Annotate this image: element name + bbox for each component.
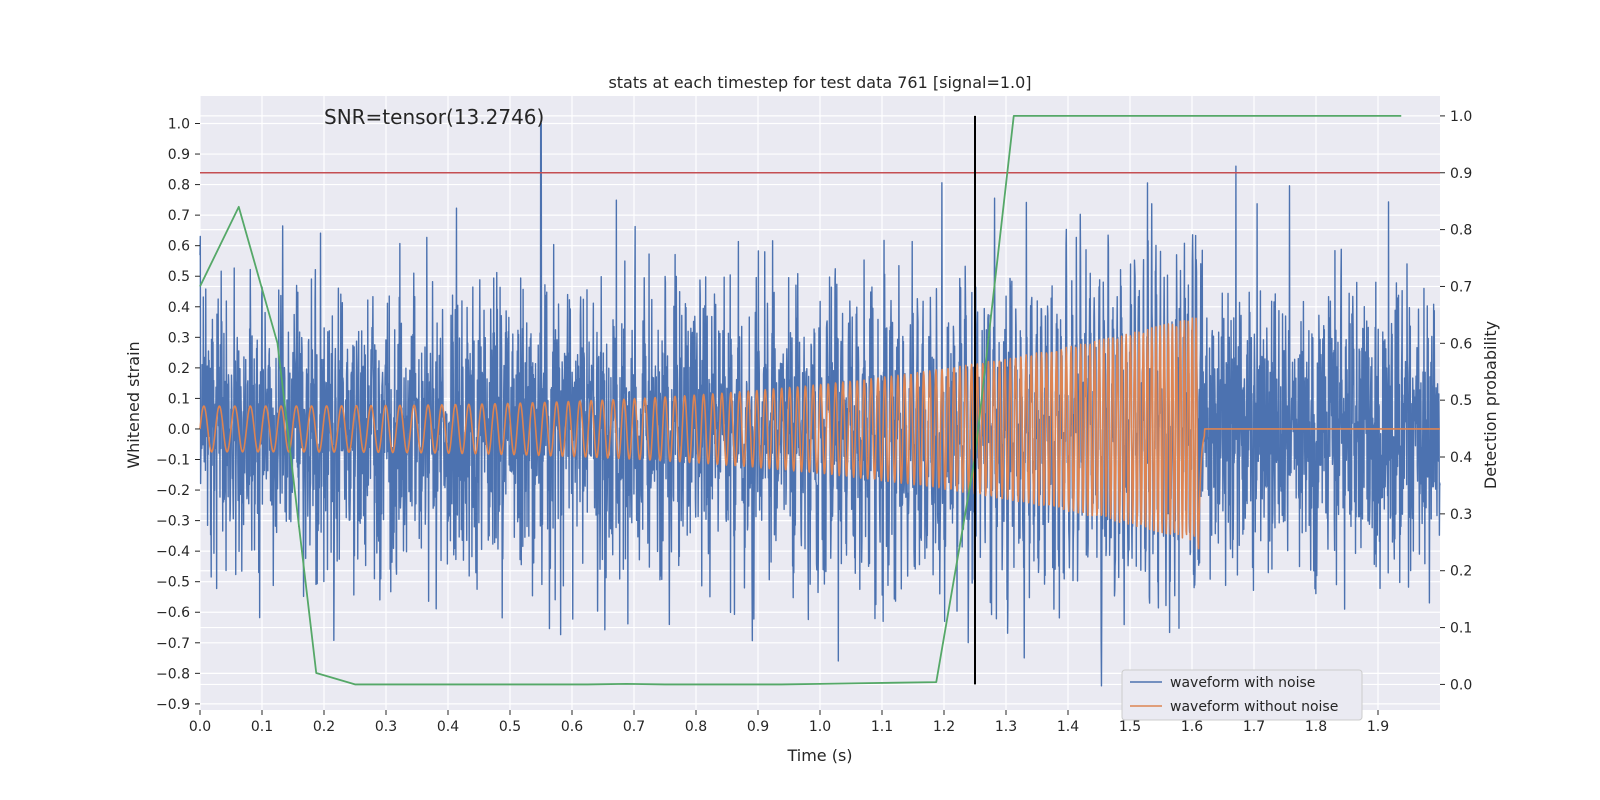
y-right-tick-label: 0.0 xyxy=(1450,677,1472,693)
x-tick-label: 1.8 xyxy=(1305,719,1327,735)
y-tick-label: −0.5 xyxy=(156,575,190,591)
series-waveform-without-noise xyxy=(199,317,1441,550)
y-right-tick-label: 1.0 xyxy=(1450,109,1472,125)
y-right-tick-label: 0.1 xyxy=(1450,621,1472,637)
y-right-tick-label: 0.7 xyxy=(1450,279,1472,295)
y-tick-label: −0.2 xyxy=(156,483,190,499)
x-tick-label: 1.7 xyxy=(1243,719,1265,735)
y-tick-label: 0.0 xyxy=(168,422,190,438)
x-tick-label: 1.9 xyxy=(1367,719,1389,735)
x-tick-label: 1.3 xyxy=(995,719,1017,735)
y-tick-label: 0.9 xyxy=(168,147,190,163)
x-tick-label: 0.5 xyxy=(499,719,521,735)
y-tick-label: −0.7 xyxy=(156,636,190,652)
y-right-tick-label: 0.9 xyxy=(1450,166,1472,182)
x-tick-label: 1.6 xyxy=(1181,719,1203,735)
y-tick-label: −0.3 xyxy=(156,514,190,530)
x-axis-title: Time (s) xyxy=(786,746,852,765)
y-right-tick-label: 0.8 xyxy=(1450,223,1472,239)
series-detection-probability xyxy=(199,115,1402,686)
x-tick-label: 1.4 xyxy=(1057,719,1079,735)
x-tick-label: 0.4 xyxy=(437,719,459,735)
x-tick-label: 1.1 xyxy=(871,719,893,735)
legend-label-with-noise: waveform with noise xyxy=(1170,675,1315,691)
y-tick-label: 0.4 xyxy=(168,300,190,316)
y-right-tick-label: 0.2 xyxy=(1450,564,1472,580)
y-tick-label: −0.6 xyxy=(156,605,190,621)
y-tick-label: 0.6 xyxy=(168,239,190,255)
x-tick-label: 0.0 xyxy=(189,719,211,735)
x-tick-label: 1.5 xyxy=(1119,719,1141,735)
y-tick-label: 0.3 xyxy=(168,330,190,346)
y-tick-label: 0.1 xyxy=(168,391,190,407)
x-tick-label: 0.3 xyxy=(375,719,397,735)
y-axis-title: Whitened strain xyxy=(124,341,143,468)
x-tick-label: 1.2 xyxy=(933,719,955,735)
y-right-tick-label: 0.3 xyxy=(1450,507,1472,523)
y-tick-label: −0.4 xyxy=(156,544,190,560)
y-tick-label: 0.8 xyxy=(168,178,190,194)
x-tick-label: 0.6 xyxy=(561,719,583,735)
x-tick-label: 0.8 xyxy=(685,719,707,735)
x-tick-label: 1.0 xyxy=(809,719,831,735)
x-tick-label: 0.1 xyxy=(251,719,273,735)
y-tick-label: −0.8 xyxy=(156,666,190,682)
x-axis-ticks: 0.0 0.1 0.2 0.3 0.4 0.5 0.6 0.7 0.8 0.9 1.0 1.1 1.2 1… xyxy=(189,710,1389,735)
legend: waveform with noise waveform without noi… xyxy=(1121,669,1363,721)
snr-annotation: SNR=tensor(13.2746) xyxy=(324,105,544,129)
y-right-tick-label: 0.4 xyxy=(1450,450,1472,466)
y-right-axis-title: Detection probability xyxy=(1481,321,1500,489)
chart-title: stats at each timestep for test data 761… xyxy=(608,73,1031,92)
y-axis-ticks: 1.0 0.9 0.8 0.7 0.6 0.5 0.4 0.3 0.2 0.1 0.0 −0.1 −0.… xyxy=(156,116,200,713)
series-layer xyxy=(199,115,1441,687)
legend-label-without-noise: waveform without noise xyxy=(1170,699,1338,715)
y-right-axis-ticks: 1.0 0.9 0.8 0.7 0.6 0.5 0.4 0.3 0.2 0.1 0.0 xyxy=(1440,109,1472,693)
y-tick-label: 0.7 xyxy=(168,208,190,224)
y-right-tick-label: 0.5 xyxy=(1450,393,1472,409)
x-tick-label: 0.7 xyxy=(623,719,645,735)
series-waveform-with-noise xyxy=(199,122,1441,687)
x-tick-label: 0.9 xyxy=(747,719,769,735)
y-tick-label: 0.2 xyxy=(168,361,190,377)
y-tick-label: −0.1 xyxy=(156,453,190,469)
y-tick-label: −0.9 xyxy=(156,697,190,713)
y-tick-label: 1.0 xyxy=(168,116,190,132)
y-right-tick-label: 0.6 xyxy=(1450,336,1472,352)
y-tick-label: 0.5 xyxy=(168,269,190,285)
x-tick-label: 0.2 xyxy=(313,719,335,735)
legend-box xyxy=(1121,669,1363,721)
